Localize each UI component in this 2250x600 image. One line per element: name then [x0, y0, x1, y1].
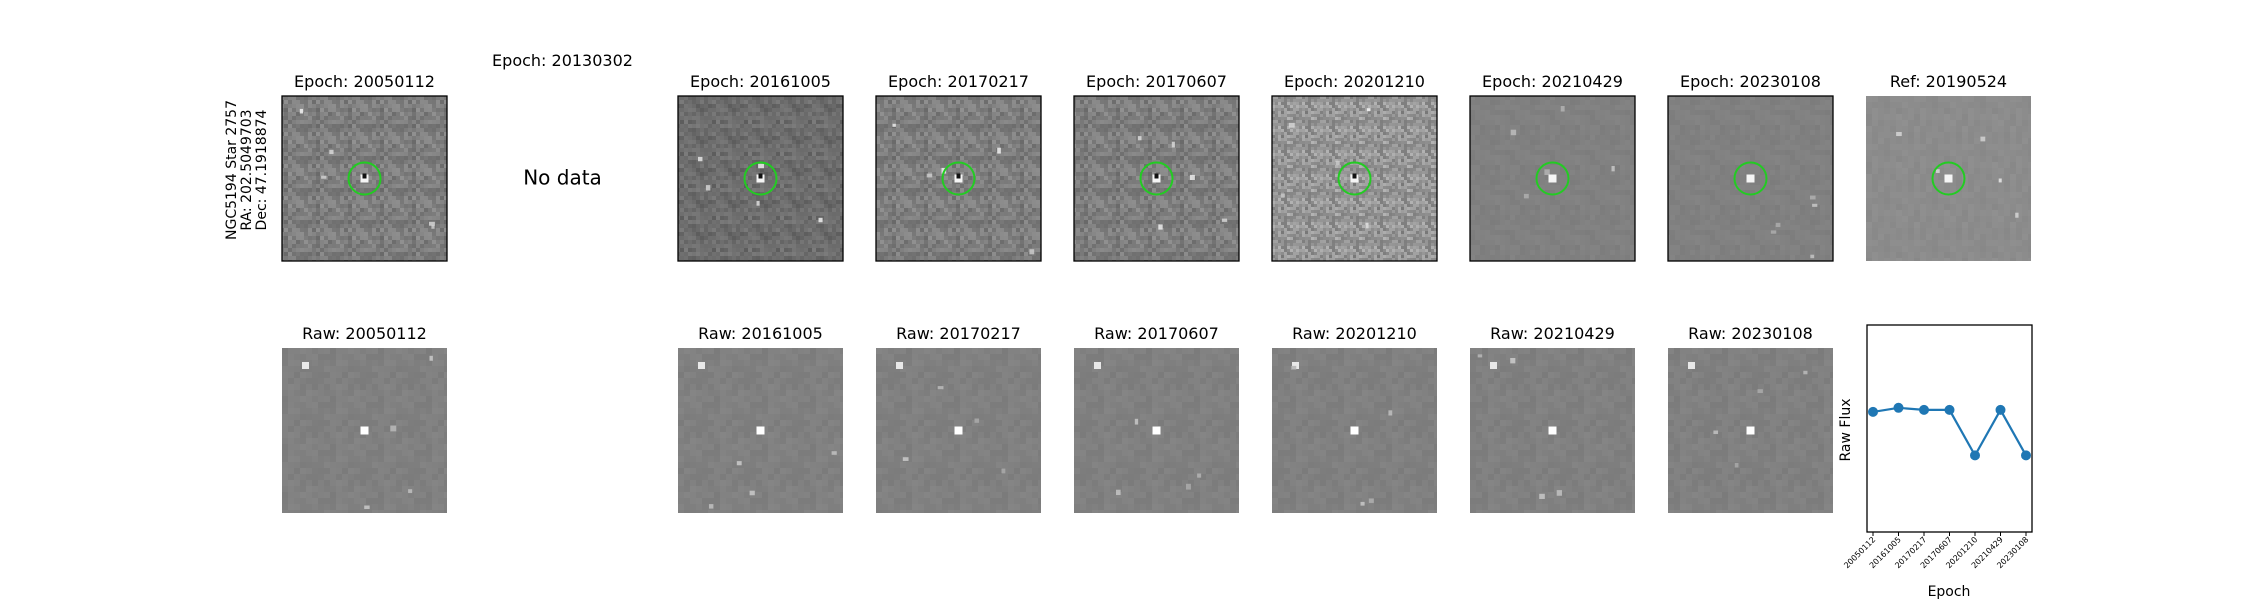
- top-panel-title: Epoch: 20161005: [690, 72, 831, 91]
- raw-source: [1350, 426, 1359, 435]
- source-shadow: [956, 173, 961, 179]
- raw-source: [756, 426, 765, 435]
- raw-panel-title: Raw: 20161005: [698, 324, 823, 343]
- flux-point: [1970, 450, 1980, 461]
- raw-corner-star: [896, 362, 903, 369]
- raw-panel-6: Raw: 20210429: [1470, 324, 1635, 513]
- flux-series-points: [1868, 402, 2031, 461]
- target-circle: [1139, 161, 1174, 196]
- top-panel-title: Epoch: 20130302: [492, 51, 633, 70]
- target-circle: [1337, 161, 1372, 196]
- raw-panel-5: Raw: 20201210: [1272, 324, 1437, 513]
- raw-panel-4: Raw: 20170607: [1074, 324, 1239, 513]
- chart-x-ticks: 2005011220161005201702172017060720201210…: [1842, 532, 2030, 570]
- top-panel-4: Epoch: 20170607: [1073, 72, 1240, 262]
- source-shadow: [1352, 173, 1357, 179]
- top-panel-0: Epoch: 20050112: [281, 72, 448, 262]
- top-panel-7: Epoch: 20230108: [1667, 72, 1834, 262]
- raw-corner-star: [1490, 362, 1497, 369]
- source-marker: [1944, 174, 1953, 183]
- flux-point: [1868, 406, 1878, 417]
- target-circle: [941, 161, 976, 196]
- top-panel-title: Ref: 20190524: [1890, 72, 2007, 91]
- chart-x-axis-label: Epoch: [1928, 584, 1971, 600]
- star-label: NGC5194 Star 2757 RA: 202.5049703 Dec: 4…: [224, 100, 270, 240]
- top-panel-8: Ref: 20190524: [1866, 72, 2031, 261]
- source-marker: [1746, 174, 1755, 183]
- chart-y-axis-label: Raw Flux: [1838, 399, 1854, 462]
- top-panel-6: Epoch: 20210429: [1469, 72, 1636, 262]
- raw-corner-star: [302, 362, 309, 369]
- target-circle: [743, 161, 778, 196]
- star-name-label: NGC5194 Star 2757: [224, 100, 240, 240]
- target-circle: [1535, 161, 1570, 196]
- raw-panel-title: Raw: 20170217: [896, 324, 1021, 343]
- raw-panel-2: Raw: 20161005: [678, 324, 843, 513]
- top-panel-title: Epoch: 20201210: [1284, 72, 1425, 91]
- raw-panel-title: Raw: 20170607: [1094, 324, 1219, 343]
- target-circle: [347, 161, 382, 196]
- flux-point: [1995, 404, 2006, 415]
- top-panel-5: Epoch: 20201210: [1271, 72, 1438, 262]
- chart-frame: [1866, 324, 2033, 533]
- raw-panel-title: Raw: 20210429: [1490, 324, 1615, 343]
- flux-point: [1919, 404, 1929, 415]
- raw-corner-star: [1688, 362, 1695, 369]
- source-marker: [1548, 174, 1557, 183]
- top-panel-title: Epoch: 20230108: [1680, 72, 1821, 91]
- raw-panel-title: Raw: 20050112: [302, 324, 427, 343]
- raw-source: [360, 426, 369, 435]
- no-data-label: No data: [523, 166, 602, 190]
- raw-panel-title: Raw: 20230108: [1688, 324, 1813, 343]
- star-dec-label: Dec: 47.1918874: [254, 109, 270, 230]
- raw-corner-star: [1094, 362, 1101, 369]
- raw-source: [1152, 426, 1161, 435]
- top-panel-3: Epoch: 20170217: [875, 72, 1042, 262]
- raw-source: [954, 426, 963, 435]
- bottom-row: Raw: 20050112 Raw: 20161005 Raw: 20170217 R…: [282, 324, 1833, 513]
- raw-panel-7: Raw: 20230108: [1668, 324, 1833, 513]
- top-panel-1: Epoch: 20130302 No data: [492, 51, 633, 190]
- raw-source: [1548, 426, 1557, 435]
- raw-corner-star: [698, 362, 705, 369]
- raw-panel-0: Raw: 20050112: [282, 324, 447, 513]
- raw-panel-3: Raw: 20170217: [876, 324, 1041, 513]
- source-shadow: [1154, 173, 1159, 179]
- flux-point: [1893, 402, 1904, 413]
- target-circle: [1931, 161, 1966, 196]
- top-panel-title: Epoch: 20170607: [1086, 72, 1227, 91]
- flux-chart: 2005011220161005201702172017060720201210…: [1838, 324, 2033, 600]
- top-panel-title: Epoch: 20170217: [888, 72, 1029, 91]
- top-panel-title: Epoch: 20050112: [294, 72, 435, 91]
- source-shadow: [758, 173, 763, 179]
- target-circle: [1733, 161, 1768, 196]
- flux-point: [1944, 404, 1955, 415]
- top-panel-title: Epoch: 20210429: [1482, 72, 1623, 91]
- raw-corner-star: [1292, 362, 1299, 369]
- flux-point: [2021, 450, 2031, 461]
- source-shadow: [362, 173, 367, 179]
- top-panel-2: Epoch: 20161005: [677, 72, 844, 262]
- raw-panel-title: Raw: 20201210: [1292, 324, 1417, 343]
- star-ra-label: RA: 202.5049703: [239, 109, 255, 230]
- raw-source: [1746, 426, 1755, 435]
